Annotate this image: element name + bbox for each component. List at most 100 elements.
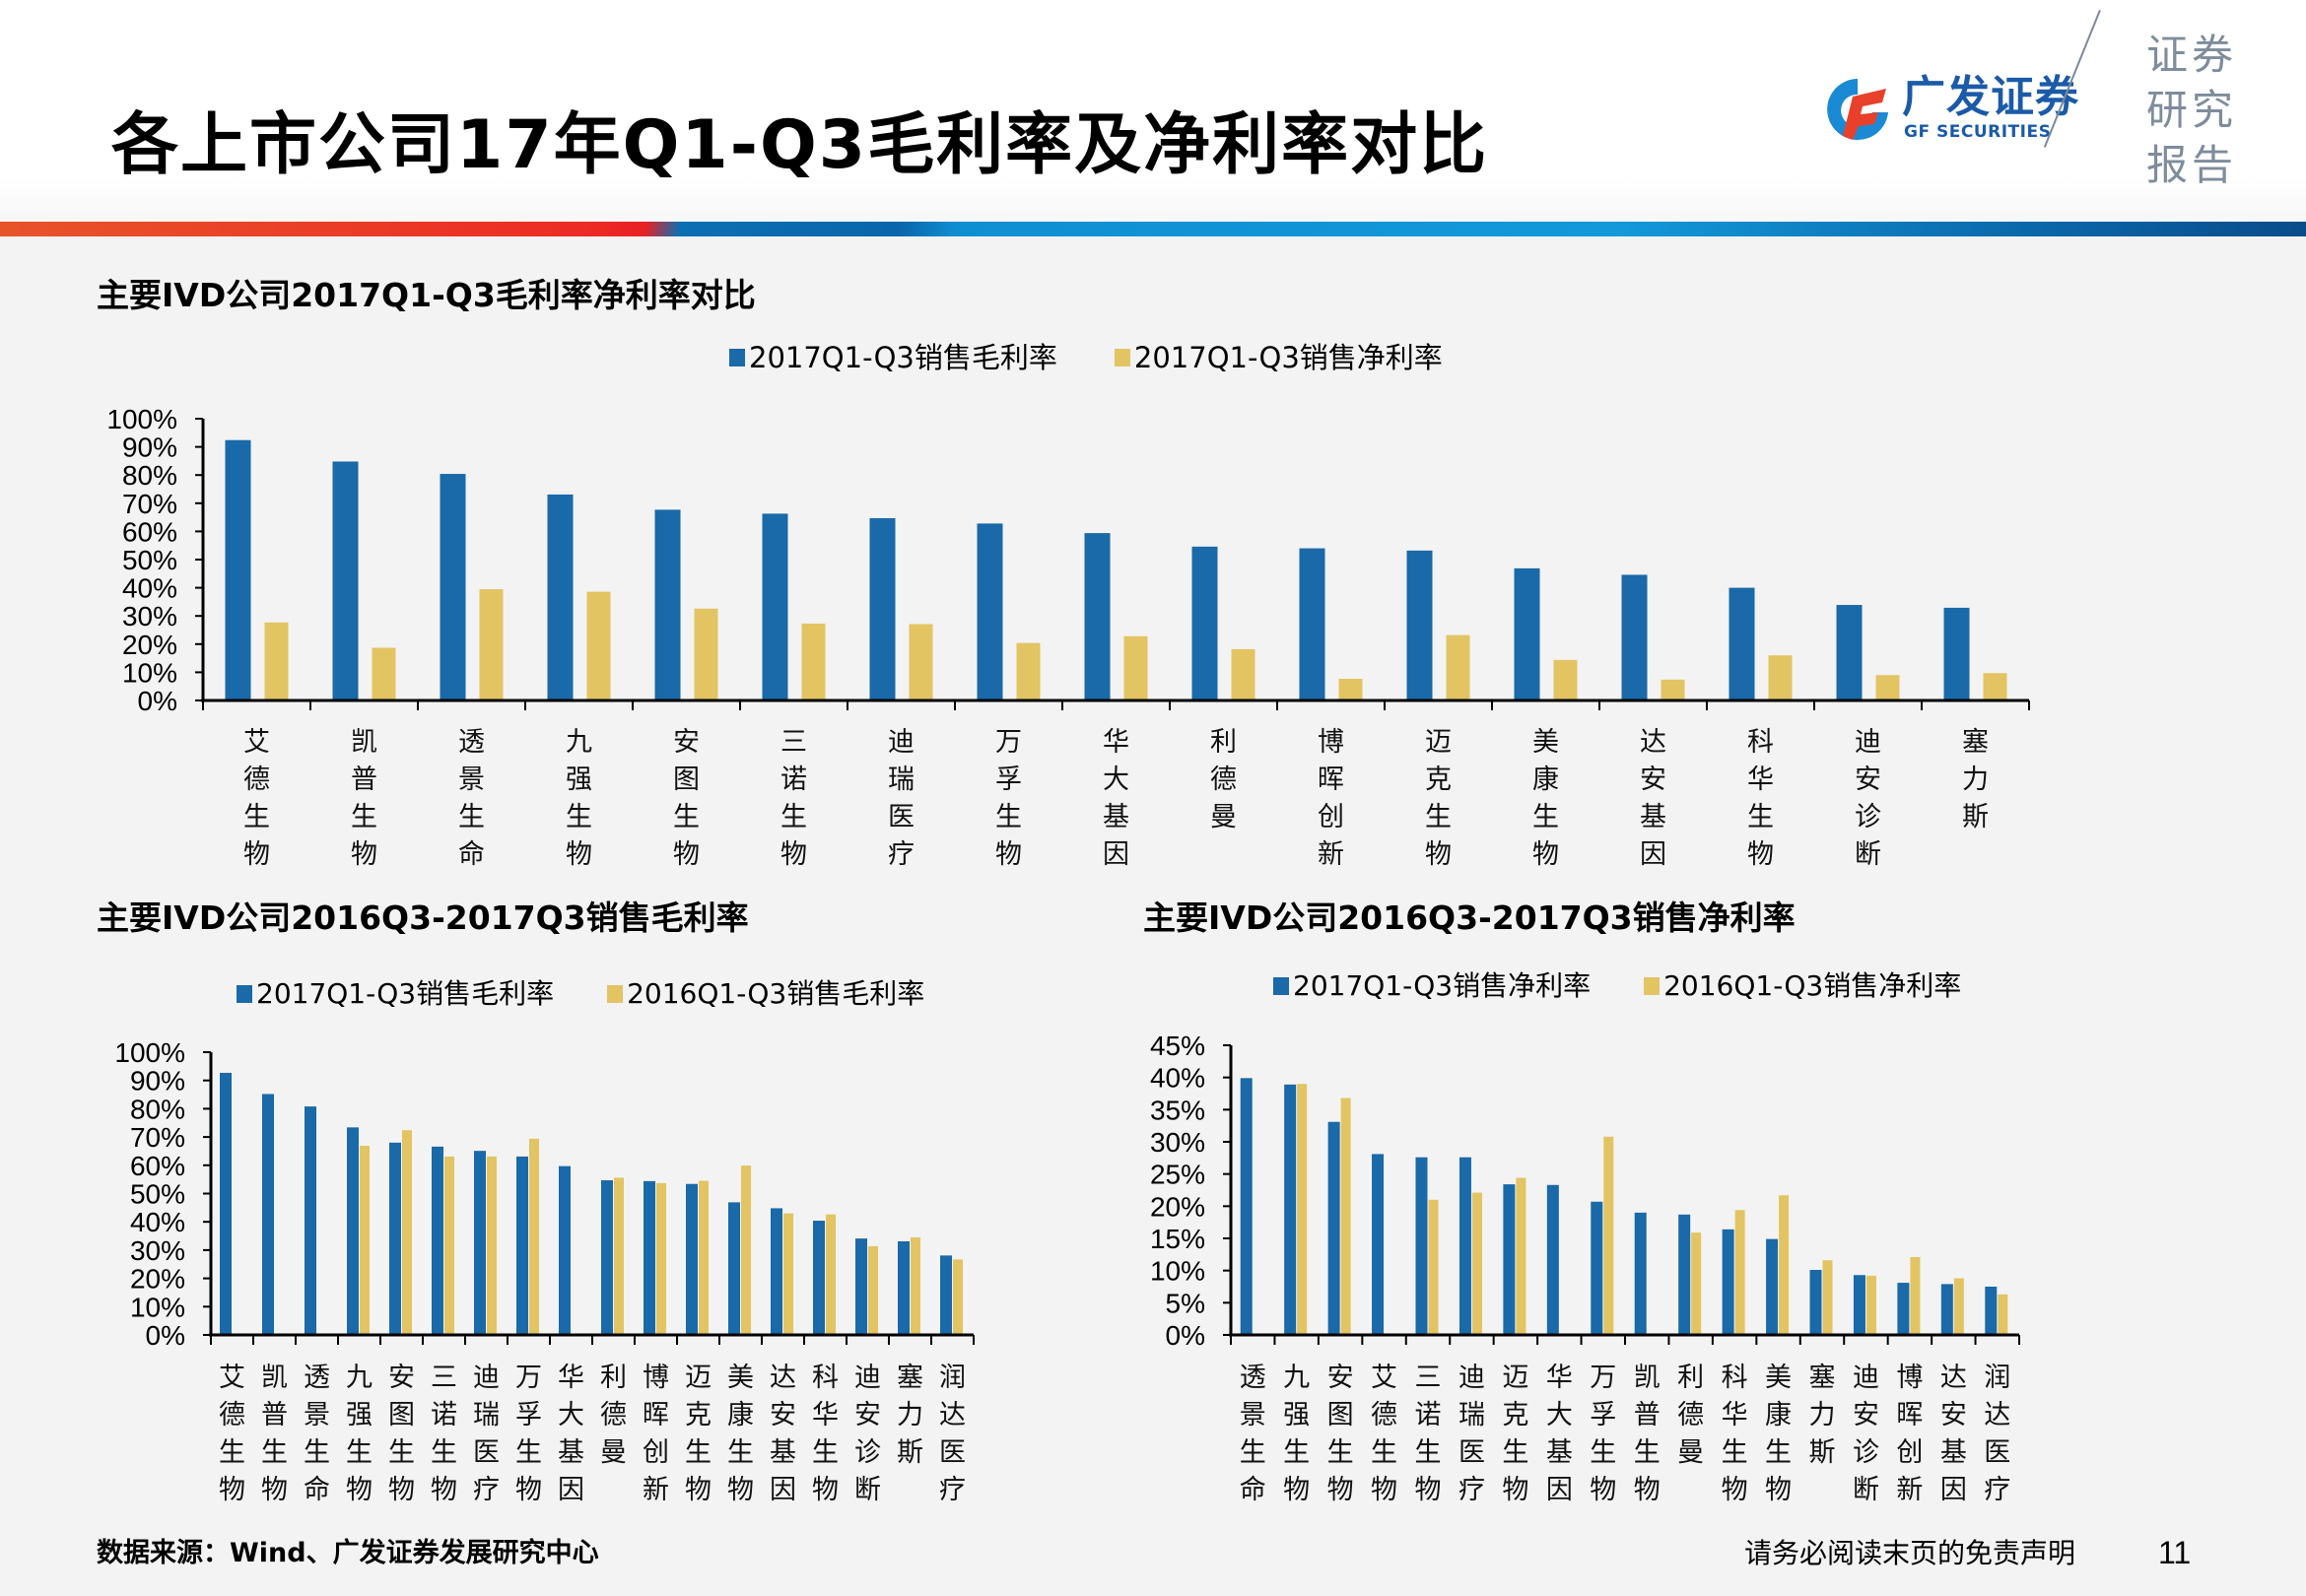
legend-swatch-blue [729,349,745,366]
header-band [0,0,2306,222]
category-label: 利德曼 [600,1363,627,1468]
y-tick-label: 70% [122,489,177,519]
y-tick-label: 0% [1166,1320,1205,1351]
bar-current [1591,1201,1603,1335]
legend-swatch-gold [1114,349,1130,366]
bar-previous [1516,1177,1526,1335]
bar-previous [487,1156,497,1335]
bar-previous [614,1177,624,1335]
bar-current [1985,1287,1998,1335]
y-tick-label: 50% [122,545,177,575]
bar-net [1123,635,1148,700]
y-tick-label: 45% [1150,1031,1205,1061]
bar-current [516,1156,528,1335]
bar-current [855,1238,867,1335]
category-label: 迪瑞医疗 [473,1363,500,1505]
y-tick-label: 100% [114,1037,185,1068]
legend-item: 2016Q1-Q3销售净利率 [1644,969,1961,1003]
category-label: 美康生物 [727,1363,754,1505]
category-label: 万孚生物 [515,1363,542,1505]
bar-current [644,1180,655,1335]
y-tick-label: 0% [138,686,177,716]
bar-previous [1297,1084,1308,1335]
bar-previous [656,1182,666,1335]
category-label: 塞力斯 [1962,727,1989,832]
category-label: 达安基因 [770,1363,796,1505]
category-label: 华大基因 [1103,727,1129,870]
bar-net [1338,678,1363,700]
bar-gross [1514,567,1540,700]
bar-previous [699,1180,709,1335]
chart2-legend: 2017Q1-Q3销售毛利率 2016Q1-Q3销售毛利率 [237,977,982,1011]
category-label: 科华生物 [1747,727,1774,870]
bar-gross [1299,548,1325,700]
bar-previous [1822,1260,1833,1335]
bar-gross [332,461,359,700]
page-number: 11 [2158,1535,2192,1570]
bar-net [801,623,826,700]
bar-net [1553,659,1578,700]
legend-item: 2017Q1-Q3销售净利率 [1114,341,1443,374]
bar-net [1983,673,2007,700]
category-label: 三诺生物 [1415,1363,1442,1505]
category-label: 凯普生物 [1634,1363,1661,1505]
y-tick-label: 5% [1166,1288,1205,1318]
bar-previous [783,1213,793,1335]
bar-net [1016,642,1041,700]
category-label: 科华生物 [1722,1363,1748,1505]
category-label: 透景生命 [1240,1363,1266,1505]
category-label: 安图生物 [388,1363,415,1505]
category-label: 美康生物 [1765,1363,1792,1505]
y-tick-label: 10% [1150,1256,1205,1287]
category-label: 博晖创新 [1318,727,1344,870]
category-label: 迈克生物 [1502,1363,1528,1505]
bar-current [432,1146,443,1335]
legend-label: 2016Q1-Q3销售净利率 [1663,969,1962,1002]
legend-item: 2017Q1-Q3销售毛利率 [237,977,554,1011]
bar-previous [953,1259,963,1335]
y-tick-label: 20% [122,630,177,660]
category-label: 迪瑞医疗 [888,727,915,870]
category-label: 凯普生物 [351,727,377,870]
bar-gross [1621,574,1648,700]
disclaimer-link[interactable]: 请务必阅读末页的免责声明 [1744,1537,2076,1569]
bar-current [728,1202,740,1335]
bar-previous [1779,1195,1790,1335]
y-tick-label: 100% [106,404,177,434]
bar-previous [402,1130,412,1335]
category-label: 塞力斯 [897,1363,923,1468]
bar-previous [1734,1210,1745,1335]
bar-current [1284,1084,1297,1335]
bar-previous [868,1245,878,1335]
category-label: 艾德生物 [243,727,270,870]
category-label: 迈克生物 [685,1363,712,1505]
category-label: 艾德生物 [1371,1363,1397,1505]
bar-current [1809,1270,1822,1335]
bar-net [1231,648,1255,700]
category-label: 迪安诊断 [1855,727,1881,870]
category-label: 透景生命 [304,1363,330,1505]
bar-gross [1836,605,1863,700]
category-label: 万孚生物 [995,727,1022,870]
bar-gross [440,474,466,700]
category-label: 九强生物 [566,727,592,870]
category-label: 三诺生物 [431,1363,457,1505]
y-tick-label: 60% [122,516,177,547]
legend-label: 2017Q1-Q3销售毛利率 [256,977,555,1010]
chart3-legend: 2017Q1-Q3销售净利率 2016Q1-Q3销售净利率 [1273,969,2018,1003]
category-label: 达安基因 [1640,727,1666,870]
bar-current [262,1094,274,1335]
legend-label: 2017Q1-Q3销售毛利率 [749,341,1057,374]
bar-gross [762,513,788,700]
y-tick-label: 0% [146,1320,185,1351]
bar-gross [1084,533,1111,700]
bar-current [1240,1078,1253,1335]
chart2-title: 主要IVD公司2016Q3-2017Q3销售毛利率 [97,898,749,937]
bar-current [1458,1157,1471,1335]
legend-item: 2017Q1-Q3销售净利率 [1273,969,1591,1003]
bar-current [1897,1283,1910,1335]
chart1-title: 主要IVD公司2017Q1-Q3毛利率净利率对比 [97,276,756,314]
category-label: 润达医疗 [939,1363,966,1505]
category-label: 迪安诊断 [1853,1363,1879,1505]
